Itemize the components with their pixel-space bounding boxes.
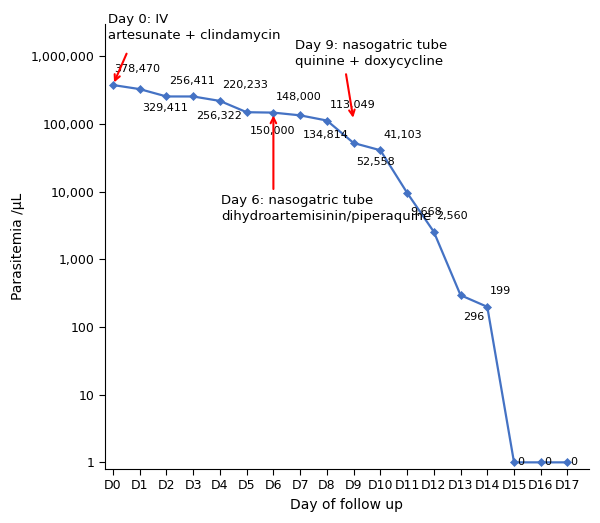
Text: 0: 0: [544, 457, 551, 468]
Text: 52,558: 52,558: [356, 157, 395, 167]
Text: 150,000: 150,000: [250, 127, 295, 137]
Text: 256,322: 256,322: [196, 111, 242, 121]
Text: Day 0: IV
artesunate + clindamycin: Day 0: IV artesunate + clindamycin: [107, 13, 280, 42]
Text: 148,000: 148,000: [276, 92, 322, 102]
Text: 41,103: 41,103: [383, 130, 422, 140]
Text: 296: 296: [463, 312, 484, 322]
Text: 2,560: 2,560: [436, 211, 468, 221]
Text: 220,233: 220,233: [223, 81, 268, 90]
Text: 329,411: 329,411: [142, 104, 188, 113]
Text: 113,049: 113,049: [329, 100, 375, 110]
Text: 378,470: 378,470: [115, 64, 160, 74]
Text: 0: 0: [517, 457, 524, 468]
Text: 134,814: 134,814: [303, 130, 349, 140]
Text: Day 6: nasogatric tube
dihydroartemisinin/piperaquine: Day 6: nasogatric tube dihydroartemisini…: [221, 194, 431, 223]
Y-axis label: Parasitemia /μL: Parasitemia /μL: [11, 193, 25, 300]
Text: 199: 199: [490, 286, 511, 296]
Text: 9,668: 9,668: [410, 207, 442, 217]
Text: 0: 0: [571, 457, 578, 468]
Text: 256,411: 256,411: [169, 76, 215, 86]
Text: Day 9: nasogatric tube
quinine + doxycycline: Day 9: nasogatric tube quinine + doxycyc…: [295, 39, 447, 68]
X-axis label: Day of follow up: Day of follow up: [290, 498, 403, 512]
